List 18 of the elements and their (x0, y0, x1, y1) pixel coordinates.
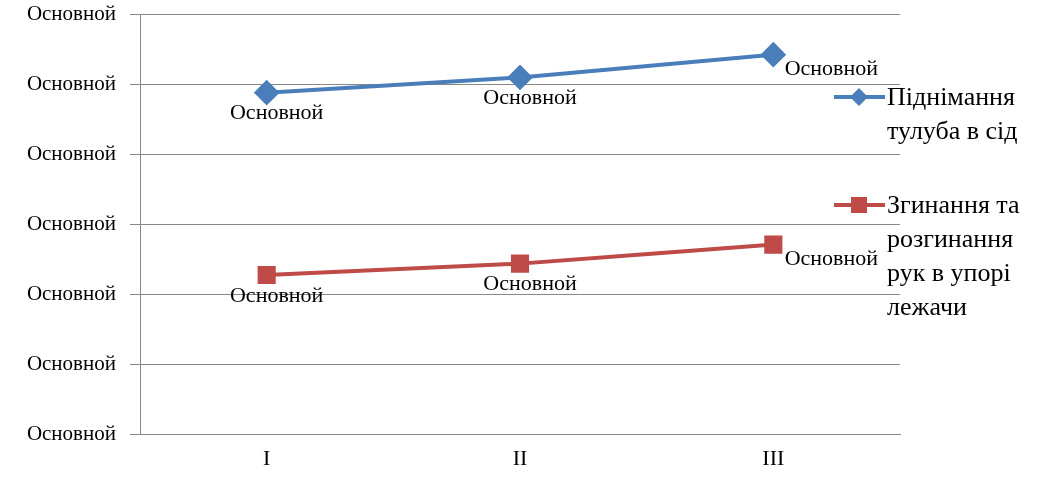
x-tick-label: I (263, 444, 271, 470)
annotation: Основной (784, 245, 879, 271)
text: Основной (26, 421, 116, 446)
annotation: Основной (229, 281, 324, 307)
text: Основной (26, 210, 116, 235)
annotation: Основной (229, 99, 324, 125)
text: Основной (26, 140, 116, 165)
text: Основной (26, 0, 116, 25)
annotation: Основной (483, 270, 577, 296)
legend-label: Піднімання тулуба в сід (887, 81, 1019, 147)
legend-label: Згинання та розгинання рук в упорі лежачи (887, 189, 1021, 323)
x-tick-label: II (512, 444, 528, 470)
x-tick-label: III (762, 444, 785, 470)
text: Основной (26, 70, 116, 95)
annotation: Основной (784, 55, 879, 81)
annotation: Основной (483, 84, 577, 110)
text: Основной (26, 351, 116, 376)
text: Основной (26, 280, 116, 305)
